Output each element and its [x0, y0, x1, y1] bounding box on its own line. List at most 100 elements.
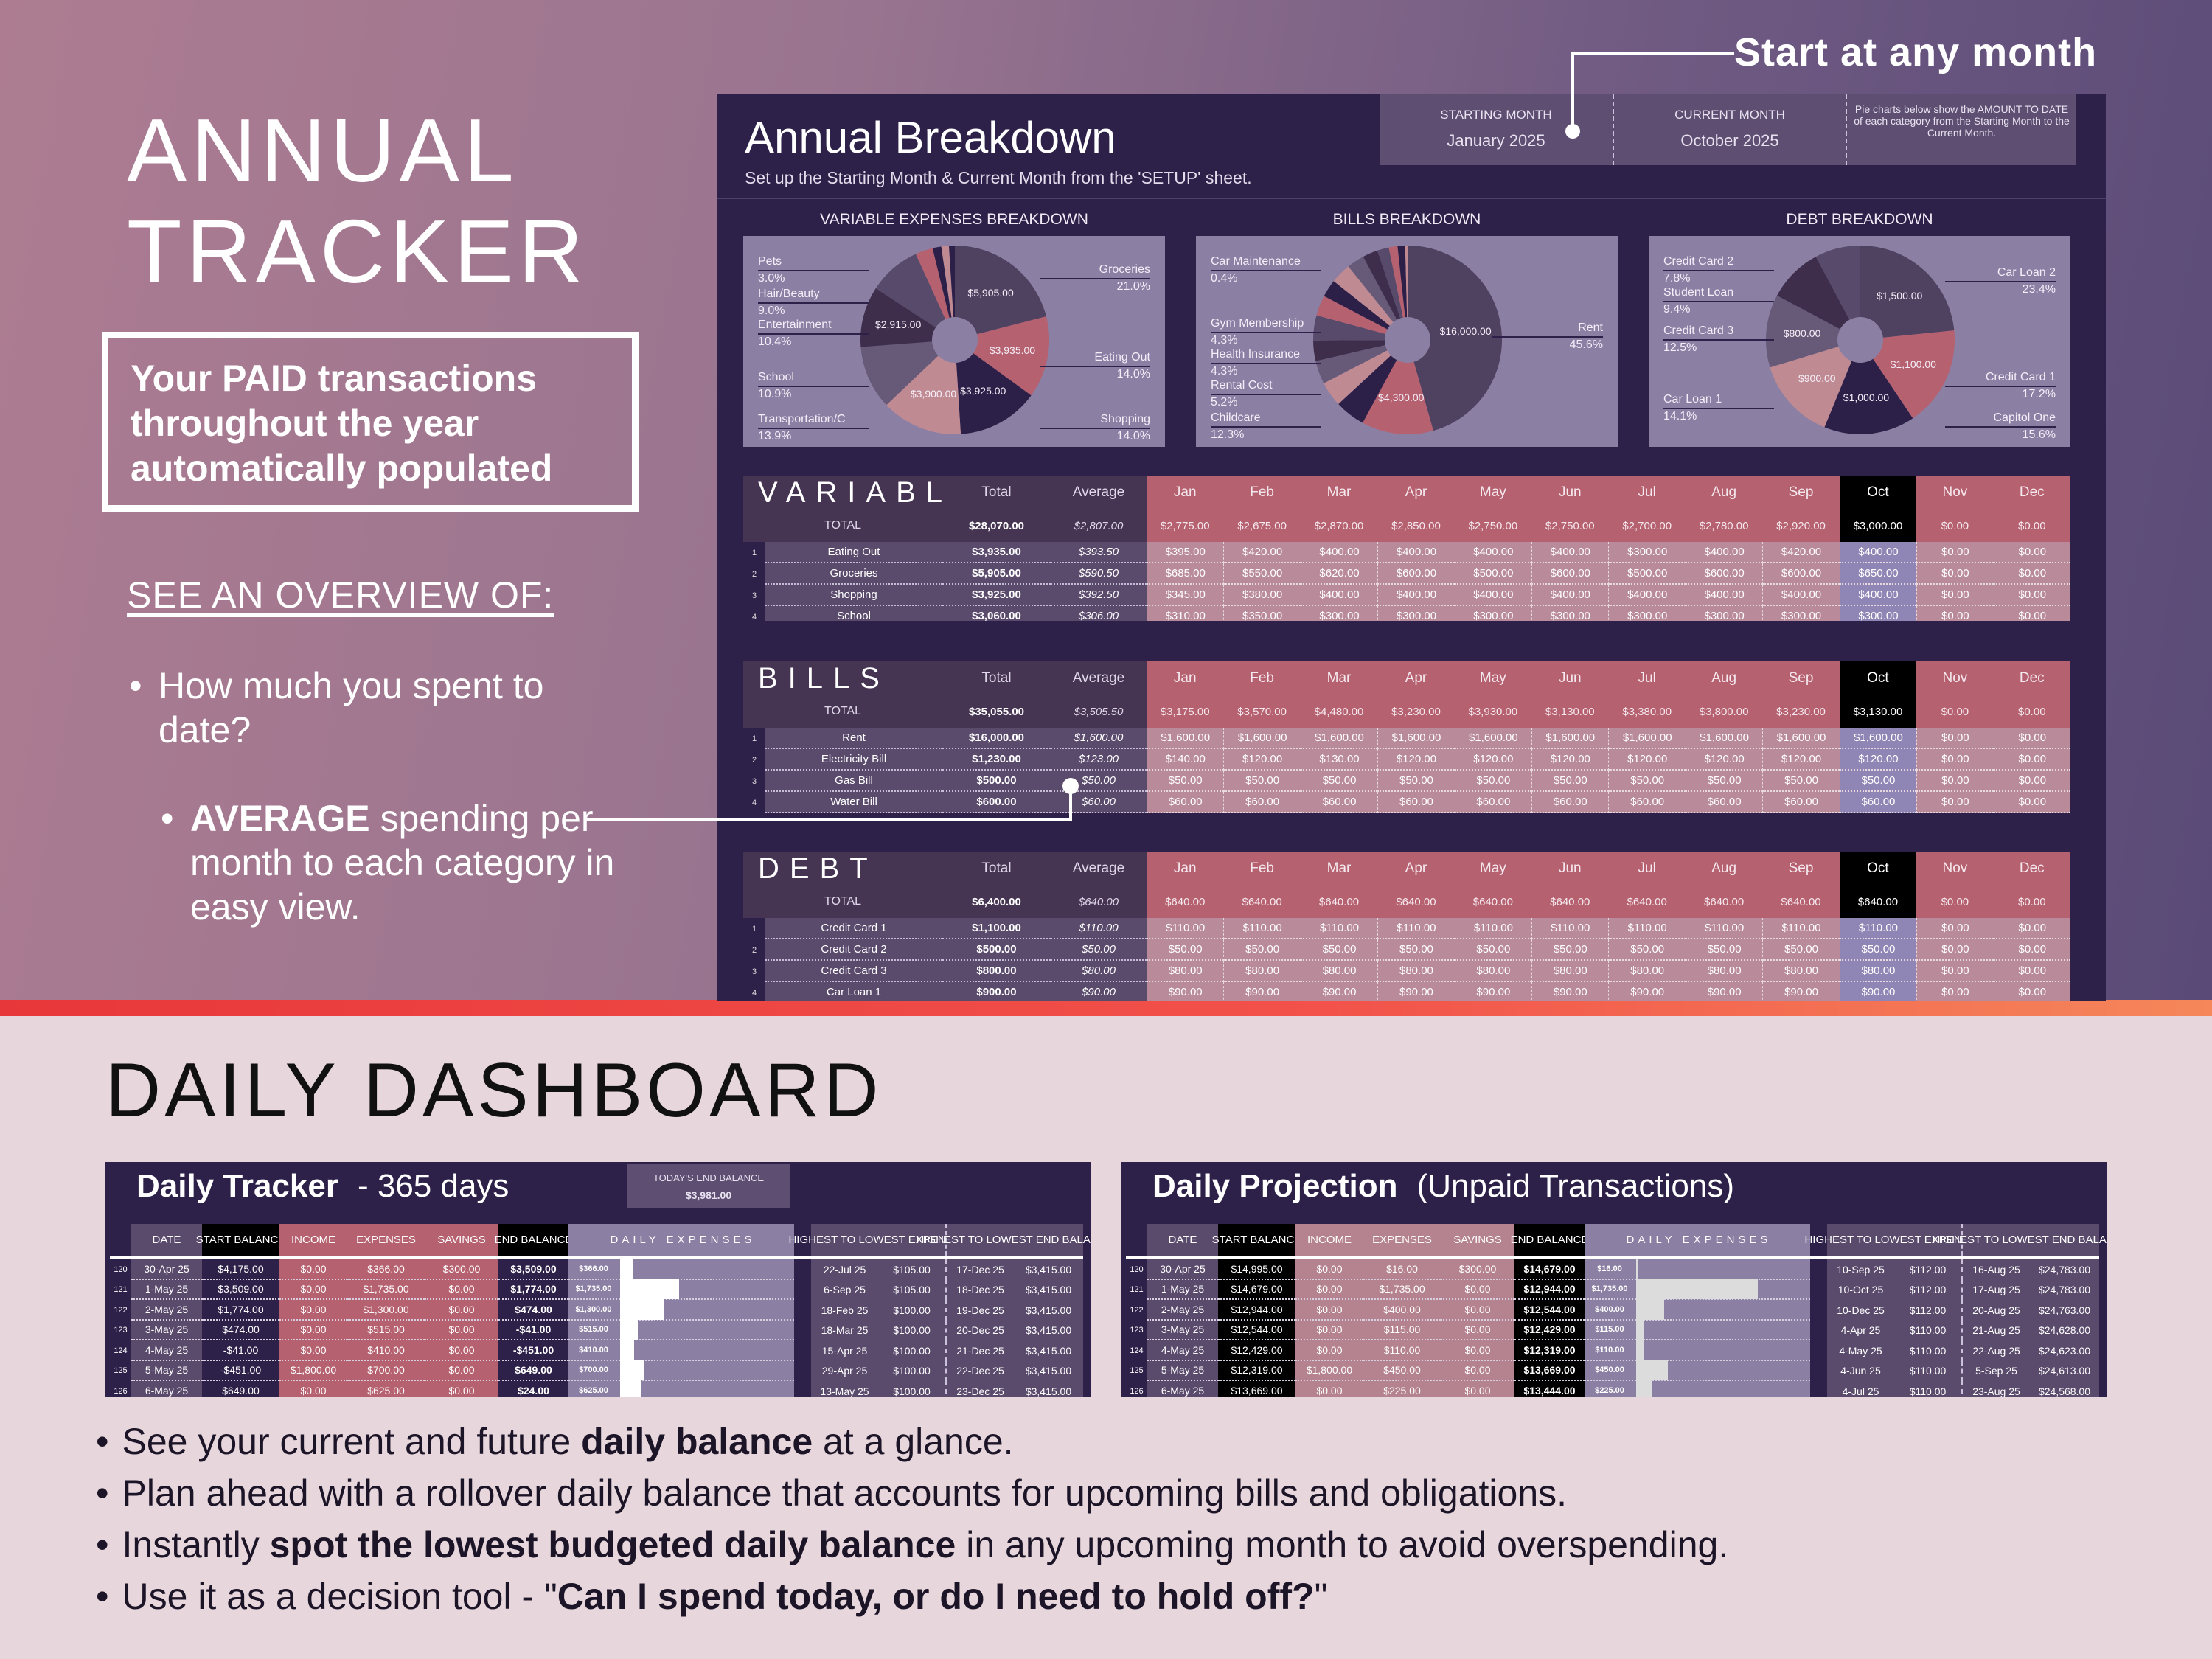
header-month[interactable]: Nov — [1916, 852, 1994, 886]
row-month-value[interactable]: $500.00 — [1608, 563, 1686, 585]
row-expenses[interactable]: $225.00 — [1363, 1381, 1441, 1397]
row-month-value[interactable]: $80.00 — [1608, 961, 1686, 982]
row-expenses[interactable]: $450.00 — [1363, 1360, 1441, 1381]
row-month-value[interactable]: $120.00 — [1762, 749, 1840, 771]
row-month-value[interactable]: $0.00 — [1993, 771, 2070, 792]
row-month-value[interactable]: $310.00 — [1147, 606, 1224, 621]
row-month-value[interactable]: $90.00 — [1762, 982, 1840, 1001]
row-month-value[interactable]: $400.00 — [1531, 542, 1609, 563]
row-month-value[interactable]: $60.00 — [1839, 792, 1917, 813]
row-month-value[interactable]: $50.00 — [1685, 771, 1763, 792]
row-month-value[interactable]: $60.00 — [1762, 792, 1840, 813]
row-savings[interactable]: $0.00 — [425, 1279, 498, 1300]
row-month-value[interactable]: $1,600.00 — [1762, 728, 1840, 749]
row-month-value[interactable]: $130.00 — [1300, 749, 1378, 771]
row-month-value[interactable]: $120.00 — [1685, 749, 1763, 771]
row-month-value[interactable]: $400.00 — [1839, 542, 1917, 563]
row-month-value[interactable]: $50.00 — [1223, 771, 1301, 792]
row-name[interactable]: School — [765, 606, 942, 621]
row-month-value[interactable]: $120.00 — [1608, 749, 1686, 771]
row-date[interactable]: 30-Apr 25 — [1147, 1259, 1218, 1280]
row-month-value[interactable]: $50.00 — [1147, 939, 1224, 961]
row-name[interactable]: Credit Card 3 — [765, 961, 942, 982]
row-expenses[interactable]: $410.00 — [347, 1340, 425, 1361]
row-month-value[interactable]: $1,600.00 — [1454, 728, 1532, 749]
header-month[interactable]: Mar — [1300, 852, 1378, 886]
row-expenses[interactable]: $625.00 — [347, 1381, 425, 1397]
row-expenses[interactable]: $115.00 — [1363, 1320, 1441, 1340]
row-savings[interactable]: $0.00 — [1441, 1279, 1514, 1300]
row-month-value[interactable]: $1,600.00 — [1147, 728, 1224, 749]
row-month-value[interactable]: $600.00 — [1377, 563, 1455, 585]
row-month-value[interactable]: $0.00 — [1916, 792, 1994, 813]
row-month-value[interactable]: $300.00 — [1608, 542, 1686, 563]
row-month-value[interactable]: $60.00 — [1223, 792, 1301, 813]
row-month-value[interactable]: $400.00 — [1300, 585, 1378, 606]
header-month[interactable]: Aug — [1685, 852, 1763, 886]
row-expenses[interactable]: $366.00 — [347, 1259, 425, 1280]
row-month-value[interactable]: $300.00 — [1377, 606, 1455, 621]
row-month-value[interactable]: $0.00 — [1916, 542, 1994, 563]
row-expenses[interactable]: $110.00 — [1363, 1340, 1441, 1361]
row-month-value[interactable]: $0.00 — [1993, 542, 2070, 563]
row-date[interactable]: 5-May 25 — [131, 1360, 202, 1381]
row-month-value[interactable]: $90.00 — [1608, 982, 1686, 1001]
header-month[interactable]: Jun — [1531, 852, 1609, 886]
header-month[interactable]: Apr — [1377, 476, 1455, 509]
row-month-value[interactable]: $80.00 — [1147, 961, 1224, 982]
row-name[interactable]: Electricity Bill — [765, 749, 942, 771]
header-month[interactable]: Mar — [1300, 661, 1378, 695]
row-month-value[interactable]: $50.00 — [1608, 771, 1686, 792]
row-month-value[interactable]: $420.00 — [1762, 542, 1840, 563]
row-date[interactable]: 4-May 25 — [1147, 1340, 1218, 1361]
row-month-value[interactable]: $400.00 — [1377, 542, 1455, 563]
row-date[interactable]: 2-May 25 — [1147, 1300, 1218, 1321]
row-month-value[interactable]: $120.00 — [1454, 749, 1532, 771]
row-savings[interactable]: $0.00 — [425, 1360, 498, 1381]
row-income[interactable]: $0.00 — [1295, 1320, 1363, 1340]
row-name[interactable]: Water Bill — [765, 792, 942, 813]
header-month[interactable]: Apr — [1377, 852, 1455, 886]
row-month-value[interactable]: $110.00 — [1147, 918, 1224, 939]
header-month[interactable]: Aug — [1685, 661, 1763, 695]
row-month-value[interactable]: $1,600.00 — [1608, 728, 1686, 749]
row-month-value[interactable]: $140.00 — [1147, 749, 1224, 771]
row-month-value[interactable]: $350.00 — [1223, 606, 1301, 621]
header-month[interactable]: Dec — [1993, 476, 2070, 509]
row-expenses[interactable]: $515.00 — [347, 1320, 425, 1340]
row-month-value[interactable]: $300.00 — [1454, 606, 1532, 621]
row-month-value[interactable]: $1,600.00 — [1300, 728, 1378, 749]
row-month-value[interactable]: $50.00 — [1300, 771, 1378, 792]
row-month-value[interactable]: $0.00 — [1916, 771, 1994, 792]
header-month[interactable]: Jun — [1531, 476, 1609, 509]
header-month[interactable]: Sep — [1762, 852, 1840, 886]
header-month[interactable]: Sep — [1762, 476, 1840, 509]
row-savings[interactable]: $300.00 — [1441, 1259, 1514, 1280]
row-month-value[interactable]: $1,600.00 — [1531, 728, 1609, 749]
row-month-value[interactable]: $620.00 — [1300, 563, 1378, 585]
row-month-value[interactable]: $60.00 — [1147, 792, 1224, 813]
row-income[interactable]: $0.00 — [1295, 1340, 1363, 1361]
row-month-value[interactable]: $80.00 — [1839, 961, 1917, 982]
header-month[interactable]: May — [1454, 476, 1532, 509]
row-date[interactable]: 1-May 25 — [1147, 1279, 1218, 1300]
row-month-value[interactable]: $50.00 — [1531, 939, 1609, 961]
row-month-value[interactable]: $50.00 — [1762, 771, 1840, 792]
row-month-value[interactable]: $90.00 — [1377, 982, 1455, 1001]
row-month-value[interactable]: $0.00 — [1993, 792, 2070, 813]
row-month-value[interactable]: $1,600.00 — [1839, 728, 1917, 749]
row-month-value[interactable]: $400.00 — [1454, 542, 1532, 563]
row-savings[interactable]: $0.00 — [1441, 1340, 1514, 1361]
row-month-value[interactable]: $395.00 — [1147, 542, 1224, 563]
row-date[interactable]: 2-May 25 — [131, 1300, 202, 1321]
row-month-value[interactable]: $60.00 — [1454, 792, 1532, 813]
header-month[interactable]: Sep — [1762, 661, 1840, 695]
header-month[interactable]: Oct — [1839, 852, 1917, 886]
row-income[interactable]: $0.00 — [279, 1381, 347, 1397]
row-income[interactable]: $0.00 — [279, 1279, 347, 1300]
header-month[interactable]: May — [1454, 661, 1532, 695]
row-month-value[interactable]: $685.00 — [1147, 563, 1224, 585]
row-name[interactable]: Rent — [765, 728, 942, 749]
row-income[interactable]: $0.00 — [279, 1320, 347, 1340]
row-month-value[interactable]: $80.00 — [1377, 961, 1455, 982]
